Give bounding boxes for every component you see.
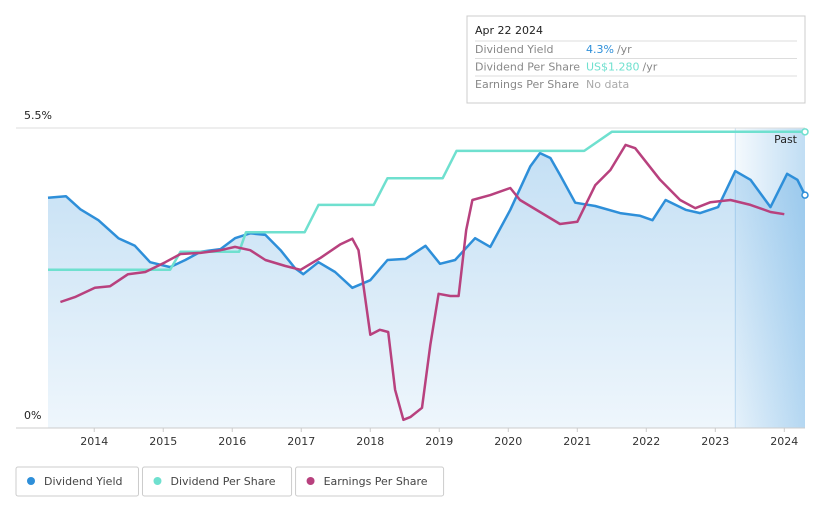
tooltip-box xyxy=(466,15,806,104)
legend-box xyxy=(295,466,445,497)
legend-swatch xyxy=(27,477,35,485)
x-tick-label: 2019 xyxy=(425,435,453,448)
x-tick-label: 2014 xyxy=(80,435,108,448)
end-dot xyxy=(801,191,809,199)
series-line xyxy=(48,130,805,272)
tooltip-unit: /yr xyxy=(643,61,658,74)
x-tick-label: 2020 xyxy=(494,435,522,448)
legend-label: Dividend Yield xyxy=(44,475,122,488)
tooltip-date: Apr 22 2024 xyxy=(475,24,543,37)
legend-swatch xyxy=(306,477,315,485)
x-tick-label: 2018 xyxy=(356,435,384,448)
tooltip-value: US$1.280/yr xyxy=(586,61,658,74)
tooltip-value-text: 4.3% xyxy=(586,43,614,56)
x-tick-label: 2024 xyxy=(770,435,798,448)
x-tick-label: 2015 xyxy=(149,435,177,448)
y-tick-label: 0% xyxy=(24,409,41,422)
tooltip-value-text: No data xyxy=(586,78,629,91)
legend-swatch xyxy=(153,477,162,485)
legend-item[interactable]: Dividend Per Share xyxy=(141,466,293,497)
x-tick-label: 2021 xyxy=(563,435,591,448)
legend-box xyxy=(141,466,293,497)
past-label: Past xyxy=(774,133,798,146)
tooltip-label: Dividend Per Share xyxy=(475,61,580,74)
tooltip-value: No data xyxy=(586,78,629,91)
y-tick-label: 5.5% xyxy=(24,109,52,122)
series-line xyxy=(59,143,785,422)
tooltip-unit: /yr xyxy=(617,43,632,56)
tooltip-label: Dividend Yield xyxy=(475,43,553,56)
x-tick-label: 2022 xyxy=(632,435,660,448)
x-tick-label: 2023 xyxy=(701,435,729,448)
tooltip-label: Earnings Per Share xyxy=(475,78,579,91)
legend-label: Earnings Per Share xyxy=(324,475,428,488)
x-tick-label: 2017 xyxy=(287,435,315,448)
tooltip: Apr 22 2024 Dividend Yield 4.3%/yrDividen… xyxy=(466,15,806,104)
legend-item[interactable]: Dividend Yield xyxy=(15,466,139,497)
legend-item[interactable]: Earnings Per Share xyxy=(295,466,445,497)
legend-label: Dividend Per Share xyxy=(170,475,275,488)
x-tick-label: 2016 xyxy=(218,435,246,448)
area xyxy=(48,153,805,428)
series-line xyxy=(47,151,807,290)
tooltip-value-text: US$1.280 xyxy=(586,61,640,74)
tooltip-value: 4.3%/yr xyxy=(586,43,632,56)
legend-box xyxy=(15,466,139,497)
end-dot xyxy=(801,128,809,136)
